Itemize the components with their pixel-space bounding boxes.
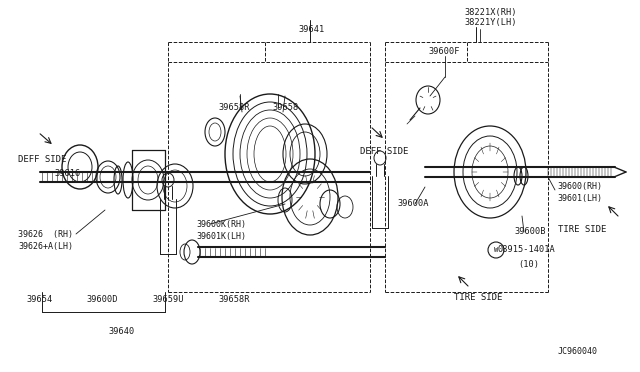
Text: 39659U: 39659U bbox=[152, 295, 184, 305]
Text: 39600F: 39600F bbox=[428, 48, 460, 57]
Text: 39600(RH): 39600(RH) bbox=[557, 182, 602, 190]
Text: 38221Y(LH): 38221Y(LH) bbox=[464, 19, 516, 28]
Text: 39600D: 39600D bbox=[86, 295, 118, 305]
Text: JC960040: JC960040 bbox=[558, 347, 598, 356]
Text: 38221X(RH): 38221X(RH) bbox=[464, 7, 516, 16]
Text: TIRE SIDE: TIRE SIDE bbox=[558, 225, 606, 234]
Text: 39626  (RH): 39626 (RH) bbox=[18, 230, 73, 238]
Text: (10): (10) bbox=[518, 260, 539, 269]
Text: 39641: 39641 bbox=[298, 26, 324, 35]
Text: 39640: 39640 bbox=[108, 327, 134, 337]
Text: 08915-1401A: 08915-1401A bbox=[498, 246, 556, 254]
Text: 39658R: 39658R bbox=[218, 295, 250, 305]
Text: DEFF SIDE: DEFF SIDE bbox=[360, 148, 408, 157]
Text: 39658R: 39658R bbox=[218, 103, 250, 112]
Text: 39600A: 39600A bbox=[397, 199, 429, 208]
Text: W: W bbox=[494, 247, 498, 253]
Text: 39601K(LH): 39601K(LH) bbox=[196, 231, 246, 241]
Text: 39600K(RH): 39600K(RH) bbox=[196, 219, 246, 228]
Text: 39654: 39654 bbox=[26, 295, 52, 305]
Text: 39601(LH): 39601(LH) bbox=[557, 193, 602, 202]
Text: TIRE SIDE: TIRE SIDE bbox=[454, 294, 502, 302]
Text: 39626+A(LH): 39626+A(LH) bbox=[18, 241, 73, 250]
Text: 39600B: 39600B bbox=[514, 228, 545, 237]
Text: 39616: 39616 bbox=[54, 170, 80, 179]
Text: 39658: 39658 bbox=[272, 103, 298, 112]
Text: DEFF SIDE: DEFF SIDE bbox=[18, 155, 67, 164]
